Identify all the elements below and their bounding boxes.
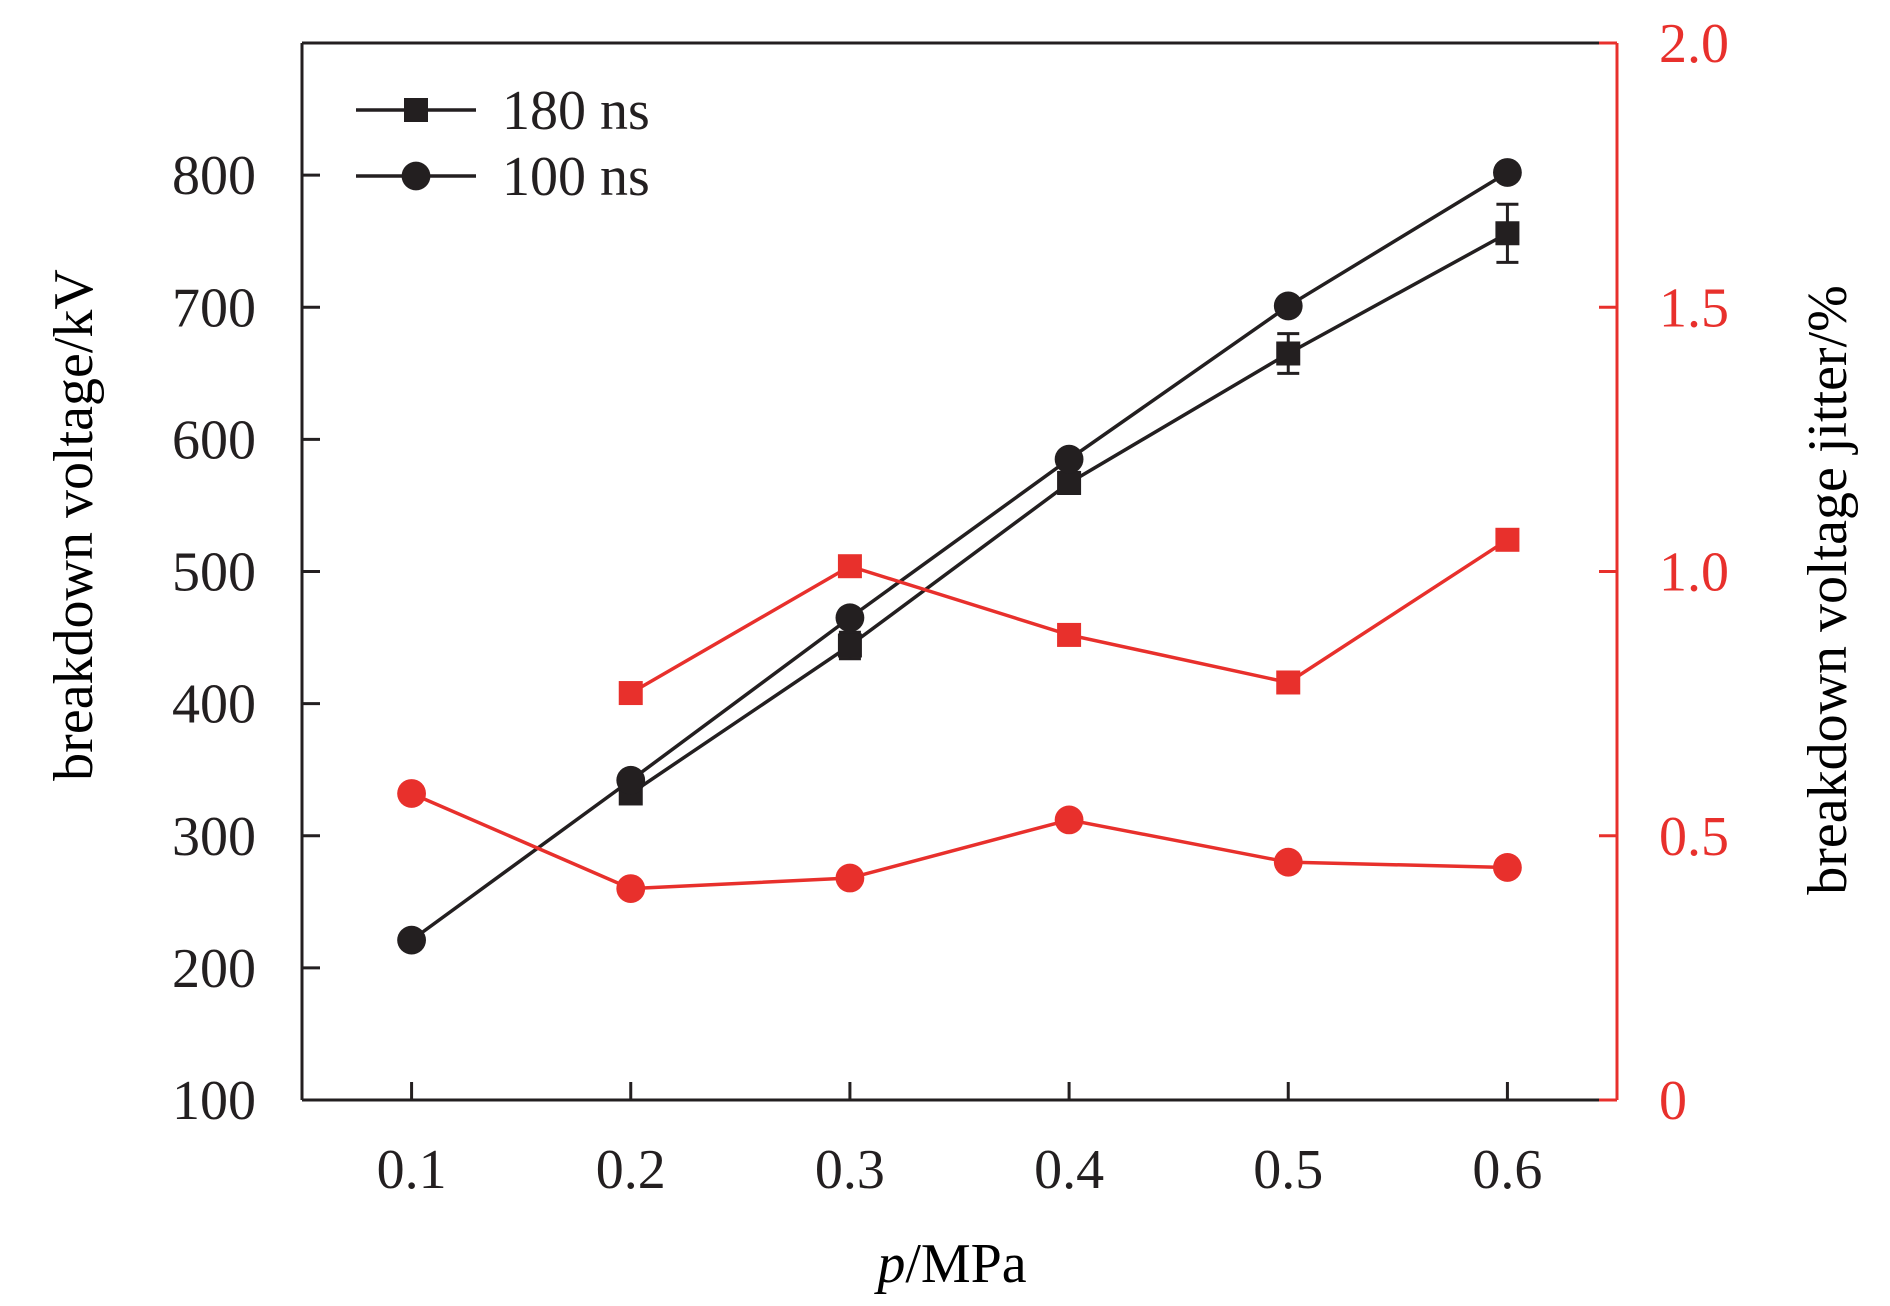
- series-4-line: [410, 791, 1508, 891]
- series-3-line: [629, 538, 1509, 695]
- series-1-point: [1276, 341, 1301, 366]
- series-3-point: [1495, 527, 1520, 552]
- series-3-point: [1276, 670, 1301, 695]
- right-y-tick-label: 1.5: [1659, 277, 1729, 339]
- left-y-tick-label: 100: [172, 1070, 256, 1132]
- x-axis-title-variable: p: [873, 1233, 905, 1295]
- series-4-point: [1054, 805, 1084, 835]
- series-2: [397, 158, 1522, 955]
- series-2-point: [1273, 291, 1303, 321]
- axes-layer: 0.1 0.2 0.3 0.4 0.5 0.6 100 200 300 400 500 600 700 8…: [172, 13, 1729, 1201]
- plot-layer: [397, 158, 1522, 955]
- left-y-tick-label: 600: [172, 409, 256, 471]
- legend-label: 180 ns: [502, 80, 650, 142]
- legend-entry: 100 ns: [356, 146, 650, 208]
- x-tick-label: 0.6: [1472, 1139, 1542, 1201]
- x-axis-title-unit: /MPa: [905, 1233, 1026, 1295]
- left-y-tick-label: 200: [172, 938, 256, 1000]
- right-y-tick-label: 0.5: [1659, 806, 1729, 868]
- series-1-line: [629, 231, 1509, 795]
- left-y-axis-title: breakdown voltage/kV: [43, 269, 105, 781]
- x-axis-title: p/MPa: [873, 1233, 1026, 1295]
- x-tick-label: 0.1: [377, 1139, 447, 1201]
- legend-marker: [401, 161, 431, 191]
- series-1-point: [1495, 221, 1520, 246]
- left-y-tick-label: 800: [172, 145, 256, 207]
- x-tick-label: 0.4: [1034, 1139, 1104, 1201]
- right-y-axis-title: breakdown voltage jitter/%: [1797, 285, 1859, 895]
- series-4-point: [835, 863, 865, 893]
- right-y-tick-label: 1.0: [1659, 542, 1729, 604]
- x-tick-label: 0.5: [1253, 1139, 1323, 1201]
- series-1-point: [1057, 470, 1082, 495]
- x-tick-label: 0.3: [815, 1139, 885, 1201]
- series-2-point: [616, 765, 646, 795]
- series-2-point: [835, 603, 865, 633]
- legend-entry: 180 ns: [356, 80, 650, 142]
- series-4-point: [1273, 847, 1303, 877]
- series-2-point: [397, 925, 426, 955]
- series-4-point: [1493, 853, 1522, 882]
- series-3-point: [1057, 622, 1082, 647]
- series-4-point: [397, 779, 426, 808]
- series-2-point: [1054, 444, 1084, 474]
- series-2-line: [410, 170, 1509, 942]
- series-1: [618, 202, 1520, 806]
- left-y-tick-label: 700: [172, 277, 256, 339]
- series-4-point: [616, 874, 646, 903]
- left-y-tick-label: 400: [172, 674, 256, 736]
- series-1-point: [837, 633, 862, 658]
- left-y-tick-label: 300: [172, 806, 256, 868]
- right-y-tick-label: 0: [1659, 1070, 1687, 1132]
- right-y-tick-label: 2.0: [1659, 13, 1729, 75]
- legend-marker: [404, 98, 428, 122]
- series-4: [397, 779, 1522, 903]
- series-3-point: [618, 681, 643, 706]
- series-2-point: [1493, 158, 1522, 187]
- left-y-tick-label: 500: [172, 542, 256, 604]
- series-3: [618, 527, 1520, 706]
- x-tick-label: 0.2: [596, 1139, 666, 1201]
- series-3-point: [837, 554, 862, 579]
- legend-label: 100 ns: [502, 146, 650, 208]
